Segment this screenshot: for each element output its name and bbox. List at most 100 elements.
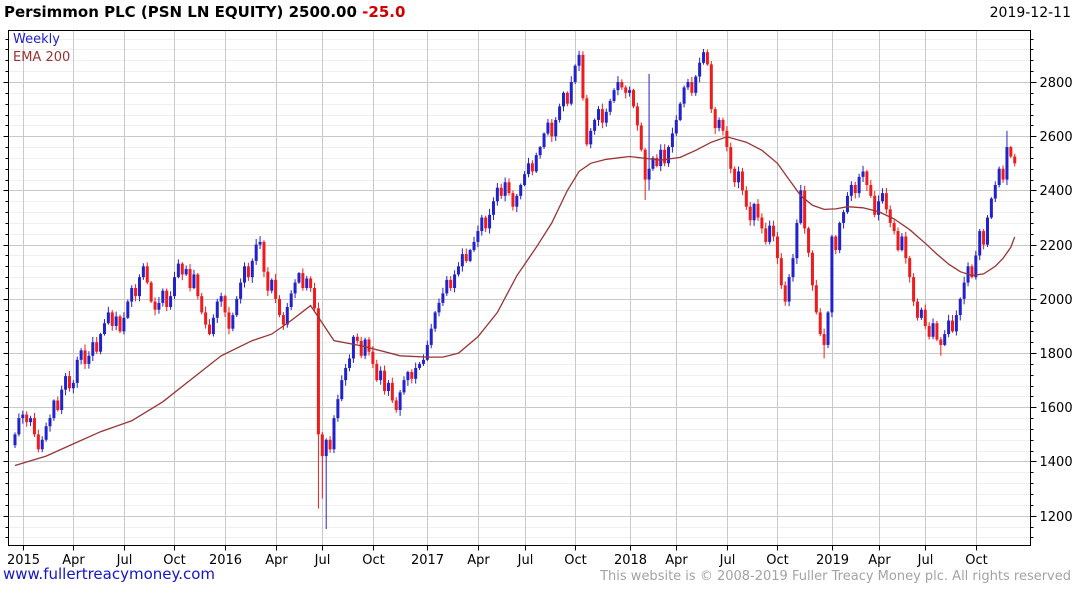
candle-down xyxy=(565,92,569,104)
candle-down xyxy=(316,308,320,435)
candle-up xyxy=(351,336,355,359)
candle-up xyxy=(122,317,126,332)
candle-up xyxy=(974,255,978,278)
candle-down xyxy=(904,236,908,259)
candle-down xyxy=(83,350,87,364)
candle-down xyxy=(410,372,414,379)
candle-down xyxy=(729,147,733,169)
candle-up xyxy=(239,282,243,299)
candle-down xyxy=(869,185,873,196)
website-link[interactable]: www.fullertreacymoney.com xyxy=(3,565,216,583)
candle-down xyxy=(888,209,892,223)
ema-200-line xyxy=(14,136,1016,467)
candle-up xyxy=(406,372,410,381)
candle-up xyxy=(297,273,301,283)
candle-down xyxy=(484,217,488,229)
candle-up xyxy=(702,52,706,63)
candle-up xyxy=(838,222,842,251)
plot-frame xyxy=(8,30,1031,546)
candle-up xyxy=(573,65,577,82)
candle-up xyxy=(569,82,573,104)
candle-up xyxy=(612,90,616,101)
candle-up xyxy=(597,109,600,120)
candle-down xyxy=(196,274,200,297)
candle-up xyxy=(445,279,449,294)
candle-down xyxy=(313,288,317,309)
candle-up xyxy=(161,290,165,303)
candle-up xyxy=(293,282,297,294)
x-tick-label: 2017 xyxy=(411,553,444,568)
candle-up xyxy=(877,201,881,215)
candle-down xyxy=(1009,147,1013,157)
candle-up xyxy=(17,418,21,435)
candle-down xyxy=(118,316,122,332)
candle-down xyxy=(371,351,375,364)
candle-down xyxy=(764,228,768,242)
candle-down xyxy=(935,323,939,340)
candle-up xyxy=(958,298,962,316)
candle-down xyxy=(274,279,278,299)
candle-up xyxy=(305,278,309,288)
candle-up xyxy=(60,389,64,410)
candle-up xyxy=(558,106,562,120)
y-tick-label: 2200 xyxy=(1040,239,1073,254)
candle-down xyxy=(892,222,896,232)
candle-up xyxy=(418,363,422,368)
candle-down xyxy=(390,382,394,401)
candle-up xyxy=(456,266,460,275)
y-tick-label: 2400 xyxy=(1040,184,1073,199)
candle-up xyxy=(659,149,663,167)
x-tick-label: Apr xyxy=(868,553,891,568)
candle-down xyxy=(208,324,211,335)
candles xyxy=(13,48,1017,529)
candle-down xyxy=(149,282,153,302)
candle-up xyxy=(842,212,846,223)
candle-down xyxy=(180,263,184,275)
instrument-name: Persimmon PLC (PSN LN EQUITY) xyxy=(4,3,284,21)
candle-down xyxy=(639,125,643,150)
candle-down xyxy=(394,400,398,410)
candle-up xyxy=(826,312,830,345)
x-tick-label: Apr xyxy=(467,553,490,568)
candle-up xyxy=(491,201,495,215)
candle-up xyxy=(344,367,348,381)
candle-up xyxy=(91,342,95,356)
candle-down xyxy=(262,241,266,272)
candle-up xyxy=(515,195,519,207)
candle-up xyxy=(678,103,682,120)
candle-down xyxy=(585,98,589,145)
candle-up xyxy=(87,355,91,364)
y-tick-label: 1600 xyxy=(1040,401,1073,416)
candle-up xyxy=(137,277,141,297)
candle-up xyxy=(324,439,328,457)
candle-up xyxy=(379,370,383,381)
ema-overlay xyxy=(14,136,1016,467)
candle-up xyxy=(64,376,68,390)
candle-down xyxy=(581,54,585,99)
candle-down xyxy=(32,418,36,435)
candle-down xyxy=(760,217,764,229)
candle-down xyxy=(923,309,927,326)
candle-up xyxy=(791,258,795,278)
candle-down xyxy=(853,185,857,194)
candle-up xyxy=(698,62,702,77)
candle-up xyxy=(787,277,791,302)
candle-down xyxy=(775,236,779,259)
candle-down xyxy=(783,285,787,302)
candle-down xyxy=(134,288,138,297)
candle-up xyxy=(561,92,565,107)
candle-up xyxy=(172,277,176,297)
candle-up xyxy=(589,130,593,145)
candle-up xyxy=(674,119,678,134)
legend-timeframe: Weekly xyxy=(13,32,60,47)
candle-up xyxy=(526,163,530,175)
candle-down xyxy=(355,336,359,341)
candle-up xyxy=(667,147,671,164)
candle-down xyxy=(153,301,157,310)
candle-down xyxy=(301,273,305,288)
x-tick-label: Jul xyxy=(116,553,133,568)
candle-up xyxy=(270,279,274,291)
candle-down xyxy=(281,315,285,325)
candle-up xyxy=(519,185,523,196)
